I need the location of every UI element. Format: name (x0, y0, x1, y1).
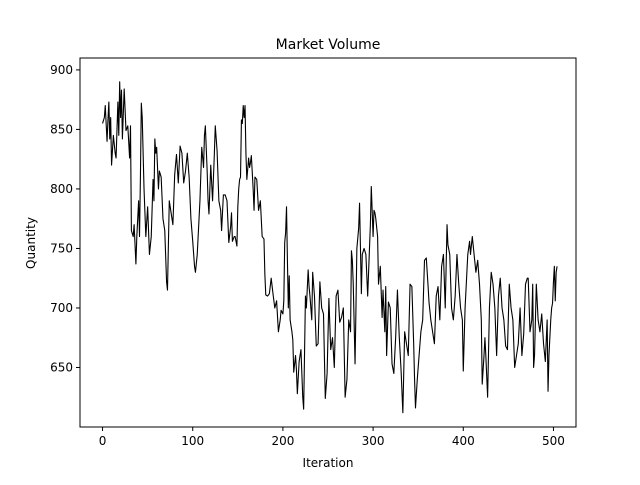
plot-frame (79, 57, 577, 428)
y-axis-ticks: 650 700 750 800 850 900 (50, 63, 80, 374)
x-tick-label: 0 (99, 434, 107, 448)
x-tick-label: 500 (542, 434, 565, 448)
chart-title: Market Volume (276, 37, 381, 53)
series-layer (102, 81, 558, 414)
x-tick-label: 400 (452, 434, 475, 448)
x-tick-label: 100 (181, 434, 204, 448)
y-tick-label: 800 (50, 182, 73, 196)
x-axis-label: Iteration (303, 456, 354, 470)
series-line (102, 81, 558, 414)
x-tick-label: 200 (271, 434, 294, 448)
y-tick-label: 650 (50, 360, 73, 374)
y-tick-label: 850 (50, 122, 73, 136)
x-tick-label: 300 (362, 434, 385, 448)
y-tick-label: 750 (50, 241, 73, 255)
y-axis-label: Quantity (24, 217, 38, 269)
y-tick-label: 900 (50, 63, 73, 77)
x-axis-ticks: 0 100 200 300 400 500 (99, 427, 565, 448)
y-tick-label: 700 (50, 301, 73, 315)
